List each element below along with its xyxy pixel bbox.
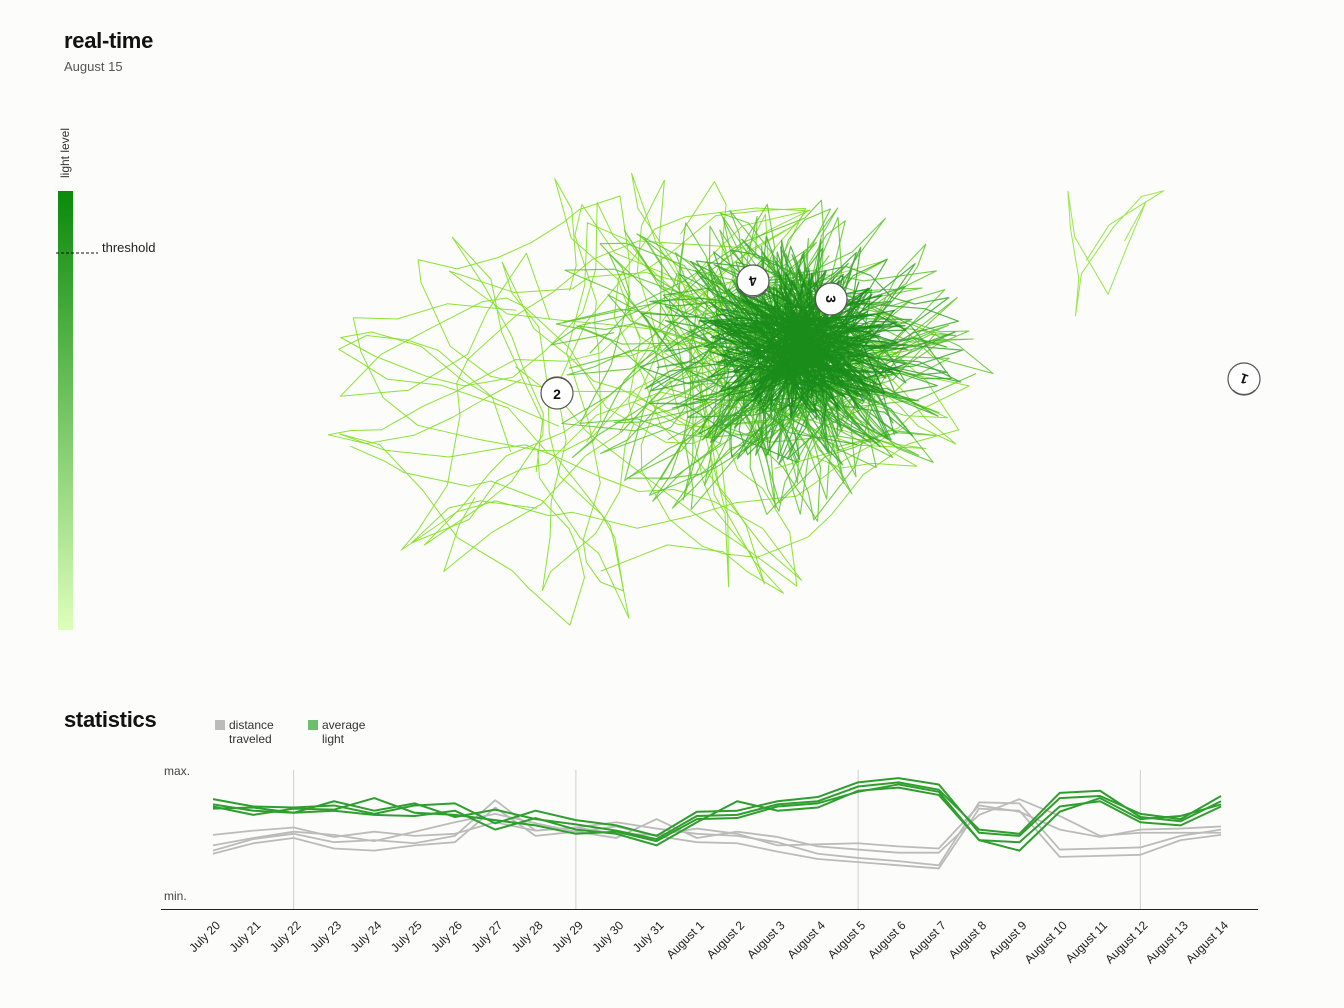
robot-marker-3[interactable]: 3: [814, 282, 848, 316]
series-line-distance: [212, 798, 1221, 854]
x-tick-label: August 2: [704, 918, 748, 962]
page-title: real-time: [64, 28, 154, 53]
x-tick-label: August 14: [1183, 918, 1231, 966]
legend-swatch-distance: [215, 720, 225, 730]
legend-swatch-light: [308, 720, 318, 730]
x-tick-label: July 31: [630, 918, 667, 955]
x-tick-label: July 26: [428, 918, 465, 955]
legend-distance[interactable]: distance traveled: [215, 718, 289, 746]
x-tick-label: August 1: [664, 918, 708, 962]
robot-path: [339, 433, 630, 626]
series-lines: [212, 777, 1222, 870]
robot-path: [703, 300, 881, 393]
legend-light[interactable]: average light: [308, 718, 382, 746]
robot-label-4: 4: [748, 272, 759, 289]
series-line-distance: [212, 806, 1222, 870]
robot-path: [698, 268, 881, 391]
robot-path: [686, 275, 939, 455]
x-tick-label: August 13: [1143, 918, 1191, 966]
series-line-light: [212, 786, 1222, 847]
x-tick-label: July 28: [509, 918, 546, 955]
legend-label-distance-2: traveled: [229, 732, 272, 746]
robot-marker-4[interactable]: 4: [736, 264, 770, 298]
robot-path: [708, 301, 908, 421]
y-min-label: min.: [164, 889, 187, 903]
x-tick-label: July 20: [186, 918, 223, 955]
legend-label-light-1: average: [322, 718, 366, 732]
light-gradient: [58, 191, 73, 630]
x-tick-label: July 27: [469, 918, 506, 955]
robot-body-3: [814, 282, 848, 316]
x-tick-label: August 6: [865, 918, 909, 962]
robot-label-3: 3: [823, 295, 839, 303]
x-tick-label: August 4: [785, 918, 829, 962]
gridlines: [293, 770, 1141, 909]
statistics-title: statistics: [64, 707, 157, 732]
x-tick-label: July 22: [267, 918, 304, 955]
series-line-distance: [212, 804, 1222, 850]
robot-marker-2[interactable]: 2: [540, 376, 574, 410]
robot-arc-3: [815, 283, 827, 315]
robot-path: [574, 204, 960, 558]
robot-path: [699, 285, 871, 415]
series-line-light: [212, 777, 1222, 837]
legend-label-distance-1: distance: [229, 718, 274, 732]
robot-body-2: [540, 376, 574, 410]
robot-path: [644, 262, 950, 438]
x-tick-label: July 25: [388, 918, 425, 955]
x-tick-labels: July 20 July 21 July 22 July 23 July 24 July …: [186, 918, 1231, 966]
x-tick-label: July 24: [348, 918, 385, 955]
robot-arc-2: [541, 377, 573, 389]
y-max-label: max.: [164, 764, 190, 778]
x-tick-label: July 23: [307, 918, 344, 955]
robot-marker-1[interactable]: 1: [1227, 362, 1261, 396]
robot-body-4: [736, 264, 770, 298]
robot-path: [515, 172, 970, 587]
robot-path: [338, 181, 802, 581]
x-tick-label: July 30: [590, 918, 627, 955]
robot-path: [327, 222, 799, 572]
x-tick-label: August 7: [905, 918, 949, 962]
robot-arc-4: [739, 288, 767, 297]
x-tick-label: August 8: [946, 918, 990, 962]
robot-body-1: [1227, 362, 1261, 396]
x-tick-label: July 21: [227, 918, 264, 955]
series-line-light: [212, 781, 1222, 841]
x-tick-label: August 12: [1102, 918, 1150, 966]
robot-path: [566, 209, 934, 522]
x-tick-label: July 29: [549, 918, 586, 955]
statistics-chart: max. min. July 20 July 21 July 22 July 23 Ju…: [161, 764, 1258, 966]
robot-path: [411, 179, 927, 544]
robot-path-map: [327, 172, 1165, 626]
robot-path: [417, 195, 785, 594]
robot-path: [641, 249, 960, 418]
robot-path: [541, 178, 807, 592]
robot-path: [676, 212, 994, 469]
light-level-bar: threshold: [56, 191, 155, 630]
robot-markers: 1 2 3 4: [540, 264, 1261, 410]
threshold-label: threshold: [102, 240, 155, 255]
robot-arc-1: [1232, 389, 1256, 395]
legend-label-light-2: light: [322, 732, 345, 746]
series-line-light: [212, 783, 1222, 852]
current-date: August 15: [64, 59, 123, 74]
x-tick-label: August 10: [1022, 918, 1070, 966]
x-tick-label: August 5: [825, 918, 869, 962]
robot-path: [1067, 190, 1165, 317]
x-tick-label: August 3: [744, 918, 788, 962]
robot-label-2: 2: [553, 386, 561, 402]
